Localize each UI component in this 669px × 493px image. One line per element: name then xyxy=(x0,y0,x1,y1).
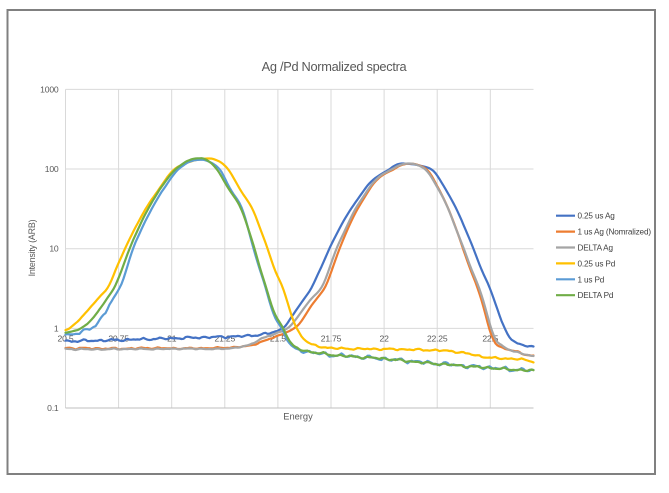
svg-text:Ag /Pd Normalized spectra: Ag /Pd Normalized spectra xyxy=(262,59,408,74)
svg-text:0.1: 0.1 xyxy=(47,403,59,413)
svg-text:1: 1 xyxy=(54,323,59,333)
svg-text:DELTA Pd: DELTA Pd xyxy=(578,291,614,300)
svg-text:Intensity (ARB): Intensity (ARB) xyxy=(27,219,37,276)
svg-text:1 us Ag (Nomralized): 1 us Ag (Nomralized) xyxy=(578,228,652,237)
svg-text:22.5: 22.5 xyxy=(482,334,498,344)
svg-text:21.75: 21.75 xyxy=(321,334,342,344)
svg-text:Energy: Energy xyxy=(283,412,313,422)
svg-text:20.75: 20.75 xyxy=(108,334,129,344)
svg-text:22: 22 xyxy=(380,334,390,344)
svg-text:1 us Pd: 1 us Pd xyxy=(578,275,605,284)
svg-text:22.25: 22.25 xyxy=(427,334,448,344)
svg-text:100: 100 xyxy=(45,164,59,174)
svg-text:DELTA Ag: DELTA Ag xyxy=(578,244,614,253)
svg-text:0.25 us Pd: 0.25 us Pd xyxy=(578,259,616,268)
svg-text:0.25 us Ag: 0.25 us Ag xyxy=(578,212,616,221)
svg-text:10: 10 xyxy=(49,244,59,254)
svg-text:20.5: 20.5 xyxy=(58,334,74,344)
svg-text:1000: 1000 xyxy=(40,84,59,94)
svg-text:21.5: 21.5 xyxy=(270,334,286,344)
